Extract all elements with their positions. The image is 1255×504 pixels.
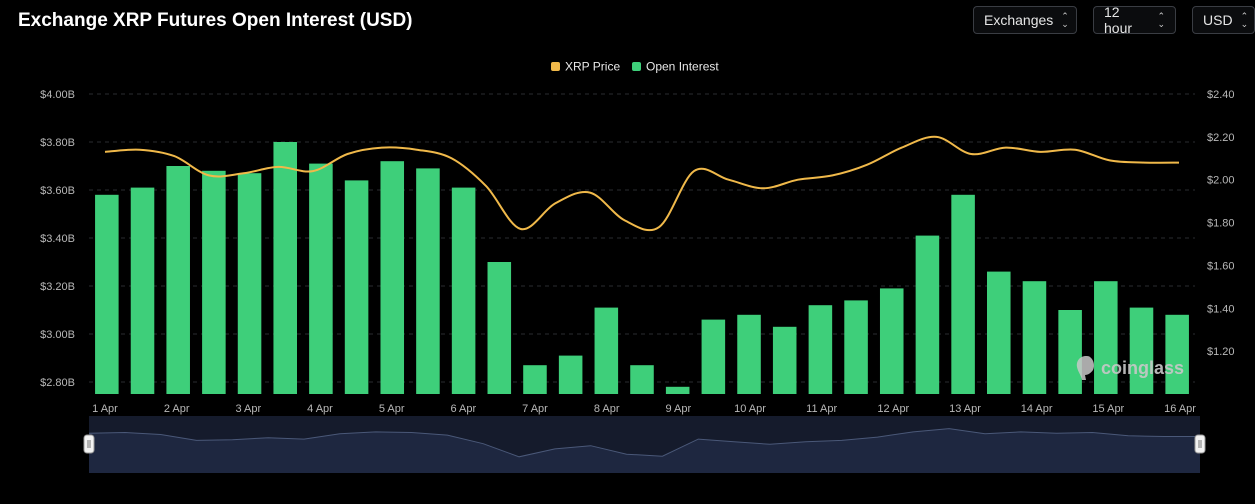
y-left-tick-label: $3.20B [40, 281, 75, 293]
open-interest-bar[interactable] [380, 161, 405, 394]
x-tick-label: 13 Apr [949, 403, 981, 415]
interval-select[interactable]: 12 hour ⌃ ⌄ [1093, 4, 1176, 36]
legend-swatch-xrp-price [551, 62, 560, 71]
navigator-area [89, 428, 1200, 473]
open-interest-bar[interactable] [1058, 310, 1082, 394]
y-right-tick-label: $2.00 [1207, 175, 1235, 187]
legend-label-open-interest: Open Interest [646, 60, 719, 74]
grip-handle-icon[interactable] [83, 434, 95, 454]
open-interest-bars[interactable] [95, 142, 1189, 394]
open-interest-bar[interactable] [523, 365, 547, 394]
open-interest-bar[interactable] [309, 163, 333, 394]
open-interest-bar[interactable] [202, 170, 226, 394]
navigator-left-handle[interactable] [83, 434, 95, 454]
legend-label-xrp-price: XRP Price [565, 60, 620, 74]
open-interest-bar[interactable] [558, 355, 583, 394]
x-tick-label: 3 Apr [235, 403, 261, 415]
sort-chevron-icon: ⌃ ⌄ [1240, 11, 1249, 29]
open-interest-bar[interactable] [130, 187, 155, 394]
x-axis: 1 Apr 2 Apr 3 Apr 4 Apr 5 Apr 6 Apr 7 Apr 8 Apr… [92, 403, 1196, 415]
x-tick-label: 8 Apr [594, 403, 620, 415]
open-interest-bar[interactable] [273, 142, 297, 394]
x-tick-label: 1 Apr [92, 403, 118, 415]
y-left-tick-label: $3.60B [40, 185, 75, 197]
open-interest-bar[interactable] [95, 194, 119, 394]
navigator-line [88, 428, 1200, 458]
y-axis-right: $1.20 $1.40 $1.60 $1.80 $2.00 $2.20 $2.40 [1207, 89, 1235, 358]
y-left-tick-label: $3.80B [40, 137, 75, 149]
y-left-tick-label: $2.80B [40, 377, 75, 389]
y-right-tick-label: $1.40 [1207, 303, 1235, 315]
x-tick-label: 6 Apr [450, 403, 476, 415]
chart-legend[interactable]: XRP Price Open Interest [551, 60, 719, 74]
open-interest-bar[interactable] [1129, 307, 1154, 394]
grid-lines [89, 93, 1195, 383]
open-interest-bar[interactable] [166, 166, 190, 394]
open-interest-bar[interactable] [808, 305, 833, 394]
y-right-tick-label: $2.40 [1207, 89, 1235, 101]
open-interest-bar[interactable] [630, 365, 654, 394]
open-interest-bar[interactable] [772, 326, 797, 394]
coinglass-logo-icon [1076, 356, 1094, 380]
open-interest-bar[interactable] [1094, 281, 1118, 394]
currency-select[interactable]: USD ⌃ ⌄ [1192, 6, 1255, 34]
x-tick-label: 10 Apr [734, 403, 766, 415]
y-right-tick-label: $1.80 [1207, 218, 1235, 230]
range-navigator[interactable] [83, 416, 1206, 473]
exchanges-select-label: Exchanges [984, 12, 1054, 28]
open-interest-bar[interactable] [915, 235, 940, 394]
xrp-price-line[interactable] [104, 135, 1180, 232]
grip-handle-icon[interactable] [1194, 434, 1206, 454]
open-interest-bar[interactable] [594, 307, 619, 394]
open-interest-bar[interactable] [1022, 281, 1047, 394]
y-left-tick-label: $3.40B [40, 233, 75, 245]
exchanges-select[interactable]: Exchanges ⌃ ⌄ [973, 6, 1077, 34]
open-interest-bar[interactable] [951, 194, 975, 394]
coinglass-wordmark: coinglass [1101, 358, 1184, 378]
open-interest-bar[interactable] [737, 314, 761, 394]
x-tick-label: 4 Apr [307, 403, 333, 415]
x-tick-label: 11 Apr [806, 403, 837, 415]
open-interest-bar[interactable] [701, 319, 726, 394]
x-tick-label: 15 Apr [1092, 403, 1124, 415]
x-tick-label: 7 Apr [522, 403, 548, 415]
open-interest-bar[interactable] [416, 168, 440, 394]
y-left-tick-label: $4.00B [40, 89, 75, 101]
x-tick-label: 2 Apr [164, 403, 190, 415]
open-interest-bar[interactable] [487, 262, 512, 394]
legend-swatch-open-interest [632, 62, 641, 71]
y-right-tick-label: $2.20 [1207, 132, 1235, 144]
x-tick-label: 12 Apr [877, 403, 909, 415]
open-interest-bar[interactable] [344, 180, 369, 394]
sort-chevron-icon: ⌃ ⌄ [1157, 11, 1165, 29]
interval-select-label: 12 hour [1104, 4, 1133, 36]
x-tick-label: 14 Apr [1021, 403, 1053, 415]
x-tick-label: 5 Apr [379, 403, 405, 415]
open-interest-bar[interactable] [987, 271, 1011, 394]
x-tick-label: 16 Apr [1164, 403, 1196, 415]
open-interest-bar[interactable] [879, 288, 904, 394]
y-axis-left: $2.80B $3.00B $3.20B $3.40B $3.60B $3.80B $4.0… [40, 89, 75, 389]
x-tick-label: 9 Apr [665, 403, 691, 415]
open-interest-bar[interactable] [1165, 314, 1189, 394]
sort-chevron-icon: ⌃ ⌄ [1061, 11, 1069, 29]
open-interest-bar[interactable] [451, 187, 476, 394]
open-interest-bar[interactable] [237, 173, 262, 394]
open-interest-bar[interactable] [665, 386, 690, 394]
y-right-tick-label: $1.20 [1207, 346, 1235, 358]
navigator-right-handle[interactable] [1194, 434, 1206, 454]
chart-title: Exchange XRP Futures Open Interest (USD) [18, 10, 413, 31]
y-right-tick-label: $1.60 [1207, 260, 1235, 272]
y-left-tick-label: $3.00B [40, 329, 75, 341]
currency-select-label: USD [1203, 12, 1233, 28]
open-interest-bar[interactable] [844, 300, 868, 394]
coinglass-watermark: coinglass [1076, 356, 1184, 380]
